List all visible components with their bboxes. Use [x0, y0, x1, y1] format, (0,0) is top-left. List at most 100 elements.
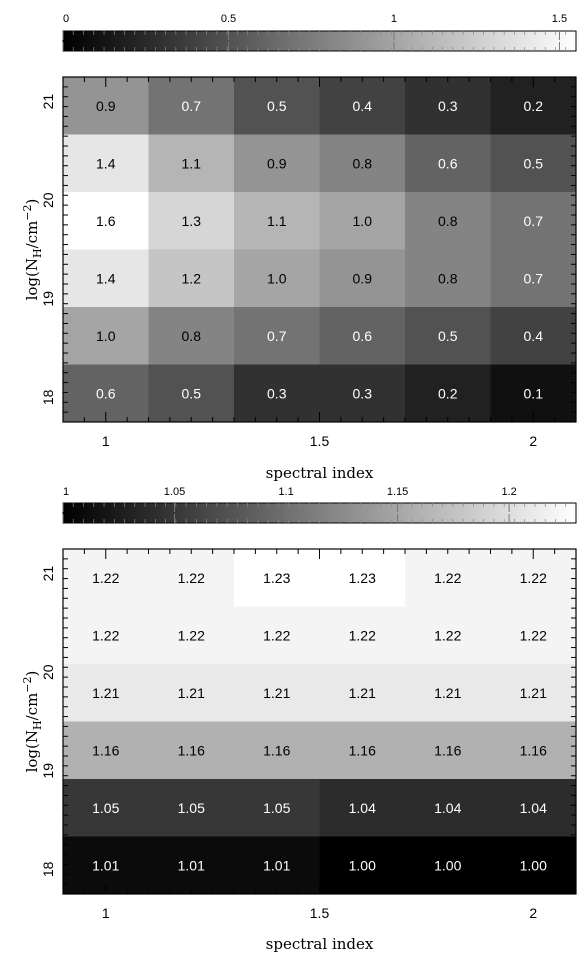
cell-value-label: 1.21: [520, 685, 547, 701]
heatmap-cell: [148, 134, 235, 193]
heatmap-cell: [319, 721, 406, 780]
x-tick-label: 1.5: [310, 905, 330, 921]
heatmap-cell: [490, 606, 577, 665]
y-tick-label: 19: [40, 291, 56, 307]
cell-value-label: 1.04: [520, 800, 547, 816]
x-tick-label: 2: [529, 905, 537, 921]
cell-value-label: 1.21: [263, 685, 290, 701]
heatmap-cell: [405, 192, 491, 250]
heatmap-panel-bottom: 1 1.05 1.1 1.15 1.21.22 1.22 1.23 1.23 1.22 1.221…: [21, 486, 577, 953]
y-tick-label: 19: [40, 763, 56, 779]
cell-value-label: 1.22: [178, 627, 205, 643]
cell-value-label: 1.16: [520, 742, 547, 758]
heatmap-cell: [405, 606, 491, 665]
cell-value-label: 1.16: [263, 742, 290, 758]
cell-value-label: 0.9: [96, 98, 116, 114]
heatmap-cell: [63, 664, 149, 722]
cell-value-label: 1.21: [92, 685, 119, 701]
heatmap-cell: [148, 664, 235, 722]
heatmap-cell: [234, 249, 320, 308]
x-axis: 1 1.5 2 spectral index: [62, 77, 577, 482]
colorbar-tick-label: 1: [63, 486, 69, 498]
heatmap-cell: [405, 77, 491, 135]
cell-value-label: 0.8: [438, 270, 458, 286]
heatmap-cell: [148, 779, 235, 837]
heatmap-cell: [405, 307, 491, 365]
heatmap-cell: [234, 606, 320, 665]
y-axis: 21 20 19 18 log(NH/cm−2): [21, 548, 576, 895]
heatmap-cell: [319, 664, 406, 722]
heatmap-cell: [148, 836, 235, 895]
cell-value-label: 1.3: [182, 213, 202, 229]
heatmap-cell: [490, 192, 577, 250]
cell-value-label: 0.5: [182, 385, 202, 401]
cell-value-label: 0.2: [524, 98, 544, 114]
cell-value-label: 0.5: [267, 98, 287, 114]
y-tick-label: 21: [40, 566, 56, 582]
cell-value-label: 1.16: [178, 742, 205, 758]
heatmap-cell: [63, 779, 149, 837]
x-axis: 1 1.5 2 spectral index: [62, 549, 577, 953]
heatmap-cell: [405, 364, 491, 423]
heatmap-cell: [234, 549, 320, 607]
heatmap-cell: [319, 779, 406, 837]
cell-value-label: 1.16: [92, 742, 119, 758]
heatmap-cell: [405, 836, 491, 895]
cell-value-label: 0.9: [267, 155, 287, 171]
heatmap-cell: [148, 249, 235, 308]
cell-value-label: 1.2: [182, 270, 202, 286]
cell-value-label: 1.16: [434, 742, 461, 758]
colorbar-tick-label: 1.5: [552, 13, 567, 25]
cell-value-label: 0.8: [182, 328, 202, 344]
cell-value-label: 1.01: [92, 857, 119, 873]
heatmap-cell: [405, 249, 491, 308]
heatmap-cell: [405, 664, 491, 722]
x-axis-title: spectral index: [266, 935, 374, 953]
cell-value-label: 0.6: [96, 385, 116, 401]
cell-value-label: 1.05: [263, 800, 290, 816]
colorbar-tick-label: 1.2: [501, 486, 516, 498]
heatmap-cell: [490, 664, 577, 722]
cell-value-label: 1.0: [267, 270, 287, 286]
heatmap-cell: [148, 606, 235, 665]
cell-value-label: 0.6: [438, 155, 458, 171]
cell-value-label: 0.3: [353, 385, 373, 401]
heatmap-cell: [319, 549, 406, 607]
heatmap-cell: [405, 779, 491, 837]
cell-value-label: 1.01: [178, 857, 205, 873]
cell-value-label: 1.1: [267, 213, 287, 229]
cell-value-label: 0.7: [267, 328, 287, 344]
cell-value-label: 1.00: [434, 857, 461, 873]
colorbar-tick-label: 1.15: [387, 486, 408, 498]
cell-value-label: 1.04: [349, 800, 376, 816]
colorbar: 1 1.05 1.1 1.15 1.2: [62, 486, 577, 524]
heatmap-cell: [405, 549, 491, 607]
heatmap-cell: [234, 77, 320, 135]
cell-value-label: 1.01: [263, 857, 290, 873]
y-axis-title: log(NH/cm−2): [21, 199, 44, 301]
cell-value-label: 0.7: [524, 270, 544, 286]
cell-value-label: 1.21: [349, 685, 376, 701]
heatmap-cell: [319, 307, 406, 365]
y-tick-label: 20: [40, 664, 56, 680]
y-axis-title: log(NH/cm−2): [21, 671, 44, 773]
cell-value-label: 0.5: [524, 155, 544, 171]
heatmap-cell: [490, 249, 577, 308]
y-tick-label: 18: [40, 389, 56, 405]
cell-value-label: 0.3: [267, 385, 287, 401]
heatmap-cell: [148, 364, 235, 423]
heatmap-cell: [63, 249, 149, 308]
cell-value-label: 0.2: [438, 385, 458, 401]
heatmap-cell: [63, 307, 149, 365]
cell-value-label: 1.16: [349, 742, 376, 758]
heatmap-cell: [490, 134, 577, 193]
cell-value-label: 1.22: [349, 627, 376, 643]
heatmap-cell: [148, 192, 235, 250]
heatmap-cell: [319, 364, 406, 423]
cell-value-label: 1.22: [434, 570, 461, 586]
x-tick-label: 1.5: [310, 433, 330, 449]
heatmap-cells: 0.9 0.7 0.5 0.4 0.3 0.2 1.4 1.1 0.9 0.8 0.6 0.5 1.6 1…: [63, 77, 577, 423]
cell-value-label: 1.05: [92, 800, 119, 816]
heatmap-cell: [234, 192, 320, 250]
